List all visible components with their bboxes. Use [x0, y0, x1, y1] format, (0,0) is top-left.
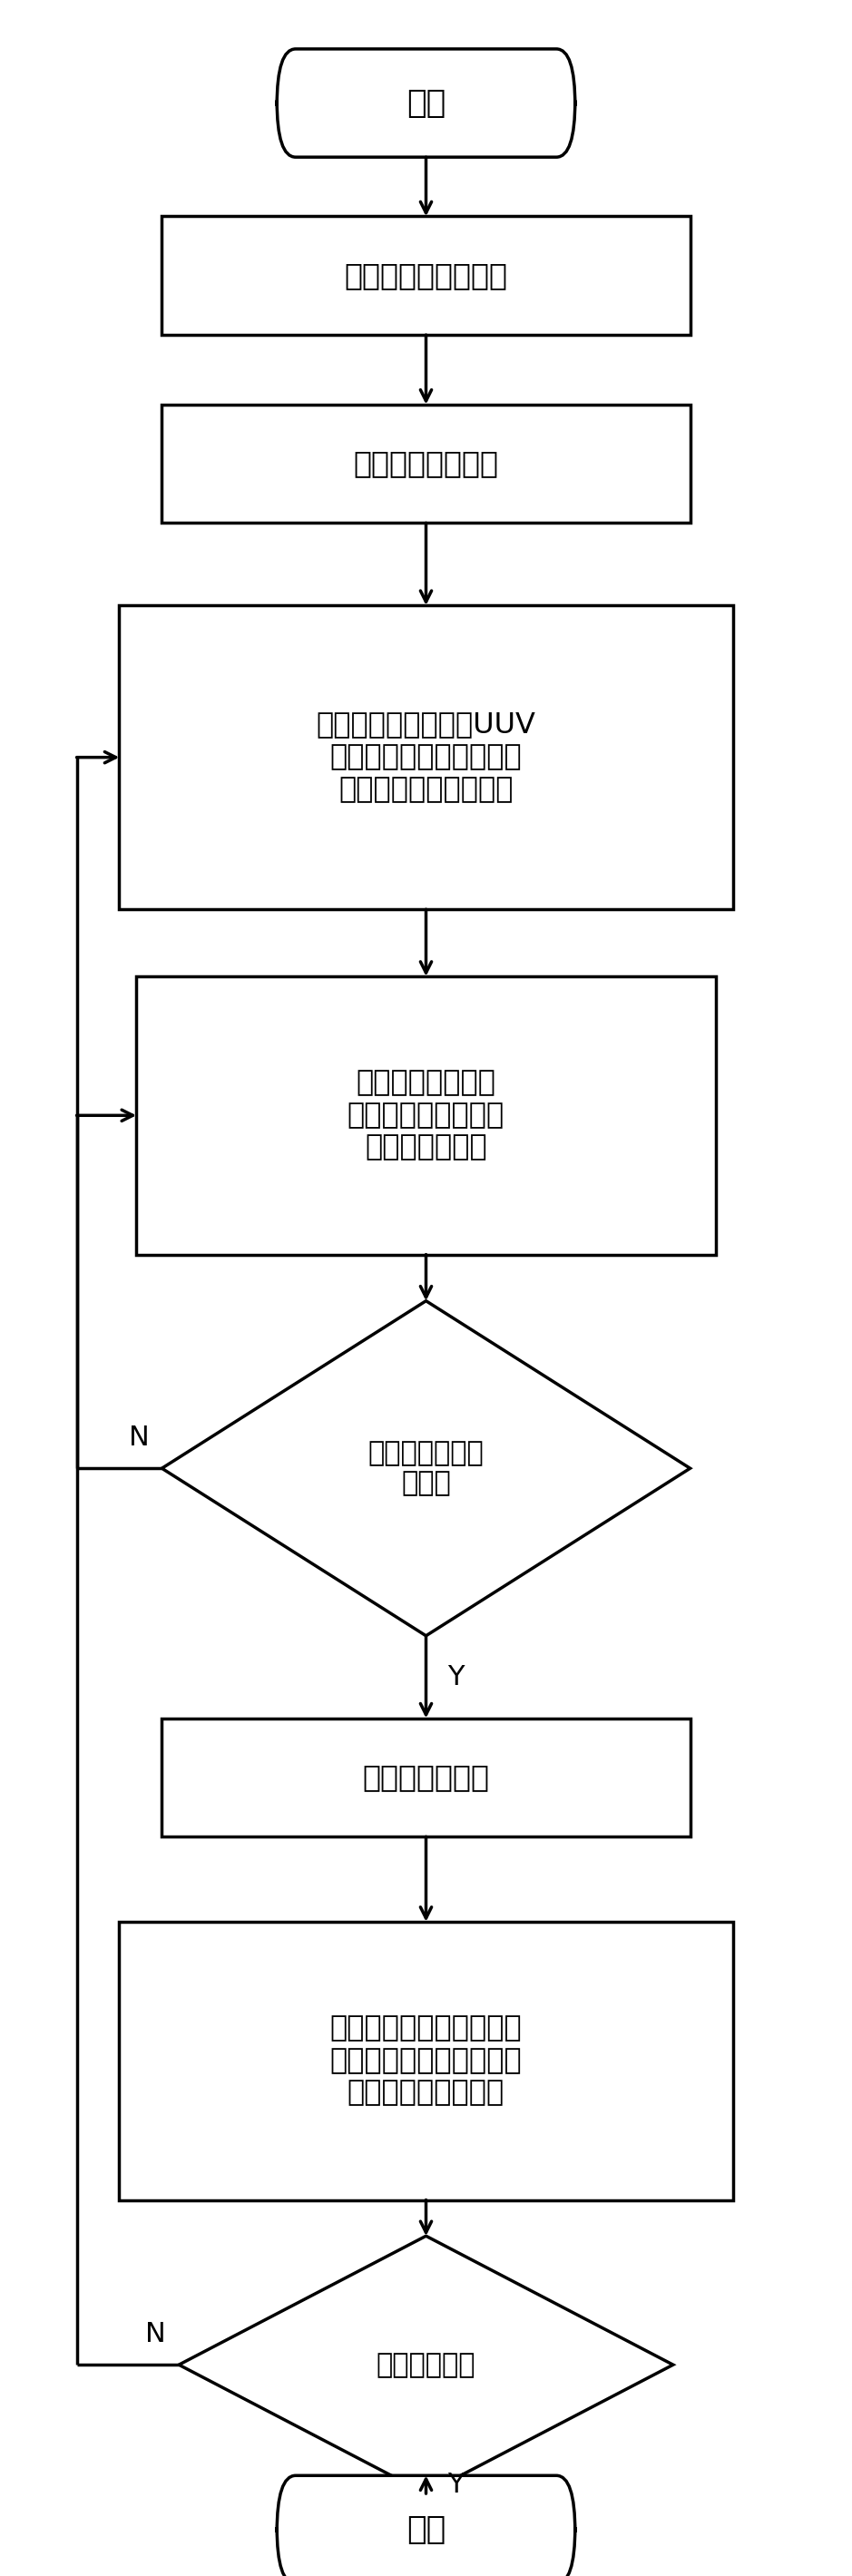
Bar	[136, 976, 716, 1255]
Bar	[119, 605, 733, 909]
Text: N: N	[129, 1425, 149, 1450]
Polygon shape	[179, 2236, 673, 2494]
Text: 开始: 开始	[406, 88, 446, 118]
Text: 通过人工蜂群优化
算法求解约束条件下
的二次规划问题: 通过人工蜂群优化 算法求解约束条件下 的二次规划问题	[348, 1069, 504, 1162]
Bar	[162, 216, 690, 335]
Text: 建立相应约束条件: 建立相应约束条件	[354, 448, 498, 479]
FancyBboxPatch shape	[277, 49, 575, 157]
Bar	[162, 404, 690, 523]
Text: 完成下潜任务: 完成下潜任务	[377, 2352, 475, 2378]
Text: 通过模型预测控制将UUV
深度控制问题转化为约束
条件下的二次规划问题: 通过模型预测控制将UUV 深度控制问题转化为约束 条件下的二次规划问题	[316, 711, 536, 804]
Text: 获得优化解序列: 获得优化解序列	[362, 1762, 490, 1793]
Polygon shape	[162, 1301, 690, 1636]
Text: 结束: 结束	[406, 2514, 446, 2545]
FancyBboxPatch shape	[277, 2476, 575, 2576]
Text: Y: Y	[447, 2470, 464, 2499]
Bar	[162, 1718, 690, 1837]
Text: 求解精度要求满
足条件: 求解精度要求满 足条件	[368, 1440, 484, 1497]
Text: Y: Y	[447, 1664, 464, 1690]
Text: 建立垂直面预测模型: 建立垂直面预测模型	[344, 260, 508, 291]
Text: N: N	[146, 2321, 166, 2347]
Text: 取优化解序列第一个分量
加上前一时刻的控制输入
作为当前的控制输入: 取优化解序列第一个分量 加上前一时刻的控制输入 作为当前的控制输入	[330, 2014, 522, 2107]
Bar	[119, 1922, 733, 2200]
